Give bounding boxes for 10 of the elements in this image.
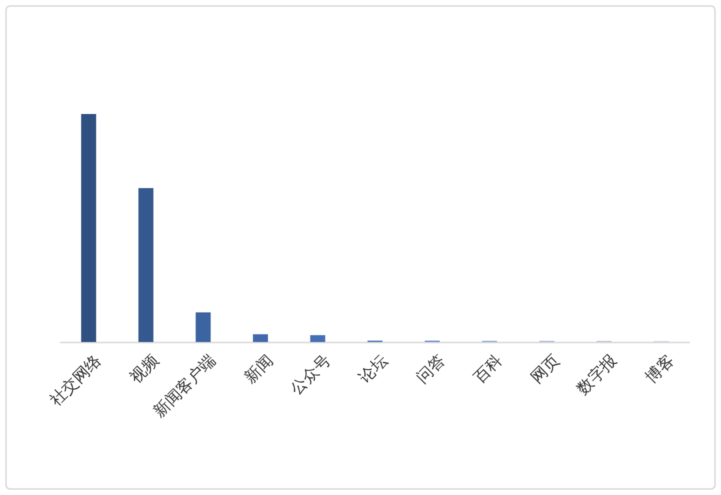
x-tick-label: 问答 — [413, 351, 448, 387]
x-tick-label: 论坛 — [356, 352, 392, 387]
x-tick-label: 网页 — [528, 352, 564, 387]
x-tick-label: 数字报 — [574, 351, 620, 398]
x-tick-label: 社交网络 — [46, 351, 105, 410]
x-tick-label: 新闻 — [241, 351, 277, 387]
x-tick-label: 百科 — [470, 351, 506, 387]
x-tick-label: 视频 — [126, 351, 162, 387]
x-tick-label: 公众号 — [288, 352, 334, 398]
x-tick-label: 博客 — [642, 351, 678, 387]
